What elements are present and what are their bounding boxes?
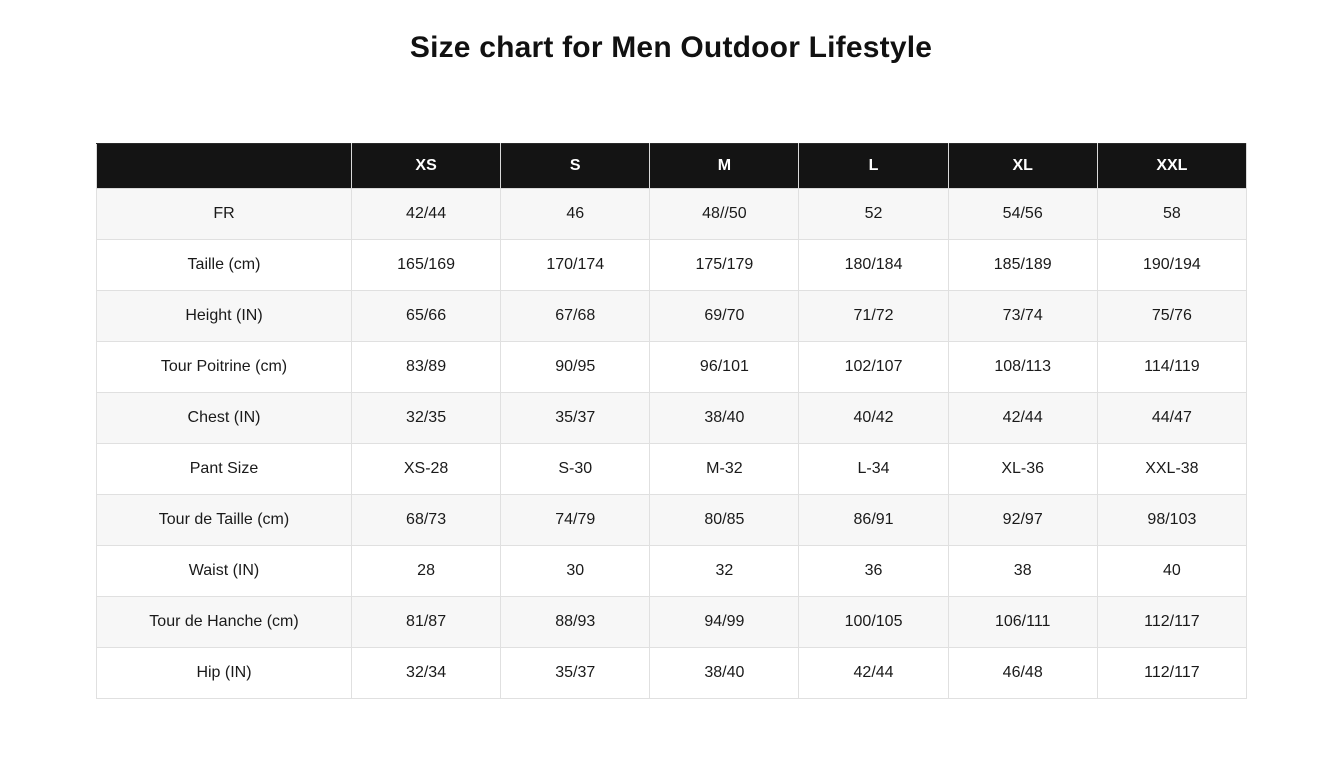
table-row: Tour Poitrine (cm) 83/89 90/95 96/101 102/10… xyxy=(96,341,1248,393)
cell: 100/105 xyxy=(798,596,949,648)
cell: 35/37 xyxy=(500,392,651,444)
table-row: Chest (IN) 32/35 35/37 38/40 40/42 42/44 44/47 xyxy=(96,392,1248,444)
cell: 69/70 xyxy=(649,290,800,342)
cell: 38/40 xyxy=(649,647,800,699)
row-label: Tour Poitrine (cm) xyxy=(96,341,352,393)
cell: 108/113 xyxy=(947,341,1098,393)
cell: 48//50 xyxy=(649,188,800,240)
table-row: Height (IN) 65/66 67/68 69/70 71/72 73/74 75/7… xyxy=(96,290,1248,342)
cell: 94/99 xyxy=(649,596,800,648)
cell: 30 xyxy=(500,545,651,597)
cell: 32/35 xyxy=(350,392,502,444)
cell: 32/34 xyxy=(350,647,502,699)
column-header-xl: XL xyxy=(947,143,1098,189)
cell: 54/56 xyxy=(947,188,1098,240)
cell: 83/89 xyxy=(350,341,502,393)
cell: 46 xyxy=(500,188,651,240)
cell: L-34 xyxy=(798,443,949,495)
cell: 65/66 xyxy=(350,290,502,342)
cell: 42/44 xyxy=(798,647,949,699)
row-label: Taille (cm) xyxy=(96,239,352,291)
cell: 68/73 xyxy=(350,494,502,546)
cell: 185/189 xyxy=(947,239,1098,291)
cell: M-32 xyxy=(649,443,800,495)
cell: 88/93 xyxy=(500,596,651,648)
table-body: FR 42/44 46 48//50 52 54/56 58 Taille (cm) 165/1… xyxy=(96,188,1248,699)
row-label: Pant Size xyxy=(96,443,352,495)
cell: 102/107 xyxy=(798,341,949,393)
cell: 175/179 xyxy=(649,239,800,291)
cell: 90/95 xyxy=(500,341,651,393)
cell: 71/72 xyxy=(798,290,949,342)
row-label: Waist (IN) xyxy=(96,545,352,597)
cell: 114/119 xyxy=(1096,341,1248,393)
row-label: Height (IN) xyxy=(96,290,352,342)
cell: 40/42 xyxy=(798,392,949,444)
table-row: Pant Size XS-28 S-30 M-32 L-34 XL-36 XXL-38 xyxy=(96,443,1248,495)
column-header-xs: XS xyxy=(350,143,502,189)
cell: 28 xyxy=(350,545,502,597)
cell: 32 xyxy=(649,545,800,597)
column-header-m: M xyxy=(649,143,800,189)
cell: 81/87 xyxy=(350,596,502,648)
cell: 42/44 xyxy=(350,188,502,240)
column-header-l: L xyxy=(798,143,949,189)
column-header-s: S xyxy=(500,143,651,189)
size-chart-table: XS S M L XL XXL FR 42/44 46 48//50 52 54/56 58 Taill… xyxy=(96,143,1248,699)
cell: 80/85 xyxy=(649,494,800,546)
corner-header xyxy=(96,143,352,189)
column-header-xxl: XXL xyxy=(1096,143,1248,189)
table-row: Tour de Taille (cm) 68/73 74/79 80/85 86/91 9… xyxy=(96,494,1248,546)
cell: 36 xyxy=(798,545,949,597)
row-label: Tour de Hanche (cm) xyxy=(96,596,352,648)
cell: 86/91 xyxy=(798,494,949,546)
table-row: Taille (cm) 165/169 170/174 175/179 180/184 1… xyxy=(96,239,1248,291)
cell: 106/111 xyxy=(947,596,1098,648)
table-row: FR 42/44 46 48//50 52 54/56 58 xyxy=(96,188,1248,240)
cell: 67/68 xyxy=(500,290,651,342)
cell: 98/103 xyxy=(1096,494,1248,546)
cell: 96/101 xyxy=(649,341,800,393)
cell: XXL-38 xyxy=(1096,443,1248,495)
cell: XL-36 xyxy=(947,443,1098,495)
row-label: Chest (IN) xyxy=(96,392,352,444)
cell: 52 xyxy=(798,188,949,240)
cell: 35/37 xyxy=(500,647,651,699)
row-label: Hip (IN) xyxy=(96,647,352,699)
cell: 170/174 xyxy=(500,239,651,291)
cell: 75/76 xyxy=(1096,290,1248,342)
cell: 38/40 xyxy=(649,392,800,444)
cell: 112/117 xyxy=(1096,647,1248,699)
page-title: Size chart for Men Outdoor Lifestyle xyxy=(409,31,933,64)
table-head: XS S M L XL XXL xyxy=(96,143,1248,189)
cell: 74/79 xyxy=(500,494,651,546)
cell: XS-28 xyxy=(350,443,502,495)
cell: 58 xyxy=(1096,188,1248,240)
size-chart-container: XS S M L XL XXL FR 42/44 46 48//50 52 54/56 58 Taill… xyxy=(96,143,1248,699)
cell: 40 xyxy=(1096,545,1248,597)
cell: 46/48 xyxy=(947,647,1098,699)
cell: 42/44 xyxy=(947,392,1098,444)
cell: 190/194 xyxy=(1096,239,1248,291)
row-label: FR xyxy=(96,188,352,240)
cell: 73/74 xyxy=(947,290,1098,342)
cell: 38 xyxy=(947,545,1098,597)
row-label: Tour de Taille (cm) xyxy=(96,494,352,546)
cell: S-30 xyxy=(500,443,651,495)
cell: 44/47 xyxy=(1096,392,1248,444)
table-row: Waist (IN) 28 30 32 36 38 40 xyxy=(96,545,1248,597)
cell: 180/184 xyxy=(798,239,949,291)
cell: 112/117 xyxy=(1096,596,1248,648)
table-row: Hip (IN) 32/34 35/37 38/40 42/44 46/48 112/117 xyxy=(96,647,1248,699)
header-row: XS S M L XL XXL xyxy=(96,143,1248,189)
table-row: Tour de Hanche (cm) 81/87 88/93 94/99 100/10… xyxy=(96,596,1248,648)
cell: 165/169 xyxy=(350,239,502,291)
cell: 92/97 xyxy=(947,494,1098,546)
